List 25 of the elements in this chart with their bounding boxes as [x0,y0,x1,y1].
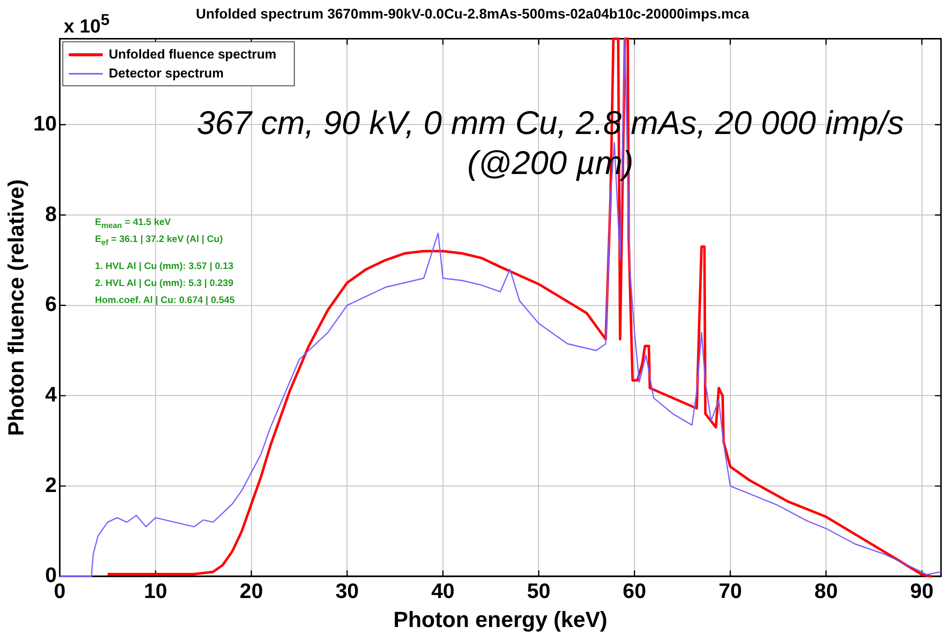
legend-label: Unfolded fluence spectrum [108,46,276,62]
annotation: Hom.coef. Al | Cu: 0.674 | 0.545 [95,294,235,306]
annotation: 2. HVL Al | Cu (mm): 5.3 | 0.239 [95,278,234,289]
chart-title: Unfolded spectrum 3670mm-90kV-0.0Cu-2.8mAs-500ms-02a04b10c-20000imps.mca [196,5,750,22]
x-tick-label: 90 [910,580,934,603]
text: x 10$^{5}$ [64,12,110,38]
x-axis-title: Photon energy (keV) [393,606,608,632]
y-tick-label: 10 [33,112,57,136]
y-tick-label: 4 [45,383,58,406]
x-tick-label: 20 [240,580,264,603]
y-tick-label: 2 [45,474,57,497]
x-tick-label: 40 [431,580,455,603]
x-tick-label: 80 [814,580,838,603]
legend-label: Detector spectrum [108,65,224,80]
x-tick-label: 30 [335,580,359,603]
x-tick-label: 60 [622,580,646,603]
annotation: E$_{mean}$ = 41.5 keV [95,216,171,230]
annotation: E$_{ef}$ = 36.1 | 37.2 keV (Al | Cu) [95,234,223,247]
x-tick-label: 50 [527,580,550,603]
y-tick-label: 6 [45,293,57,316]
x-tick-label: 70 [718,580,742,603]
x-tick-label: 10 [144,580,168,603]
y-axis-title: Photon fluence (relative) [3,179,28,436]
annotation: 1. HVL Al | Cu (mm): 3.57 | 0.13 [95,260,234,272]
y-tick-label: 8 [45,202,58,226]
